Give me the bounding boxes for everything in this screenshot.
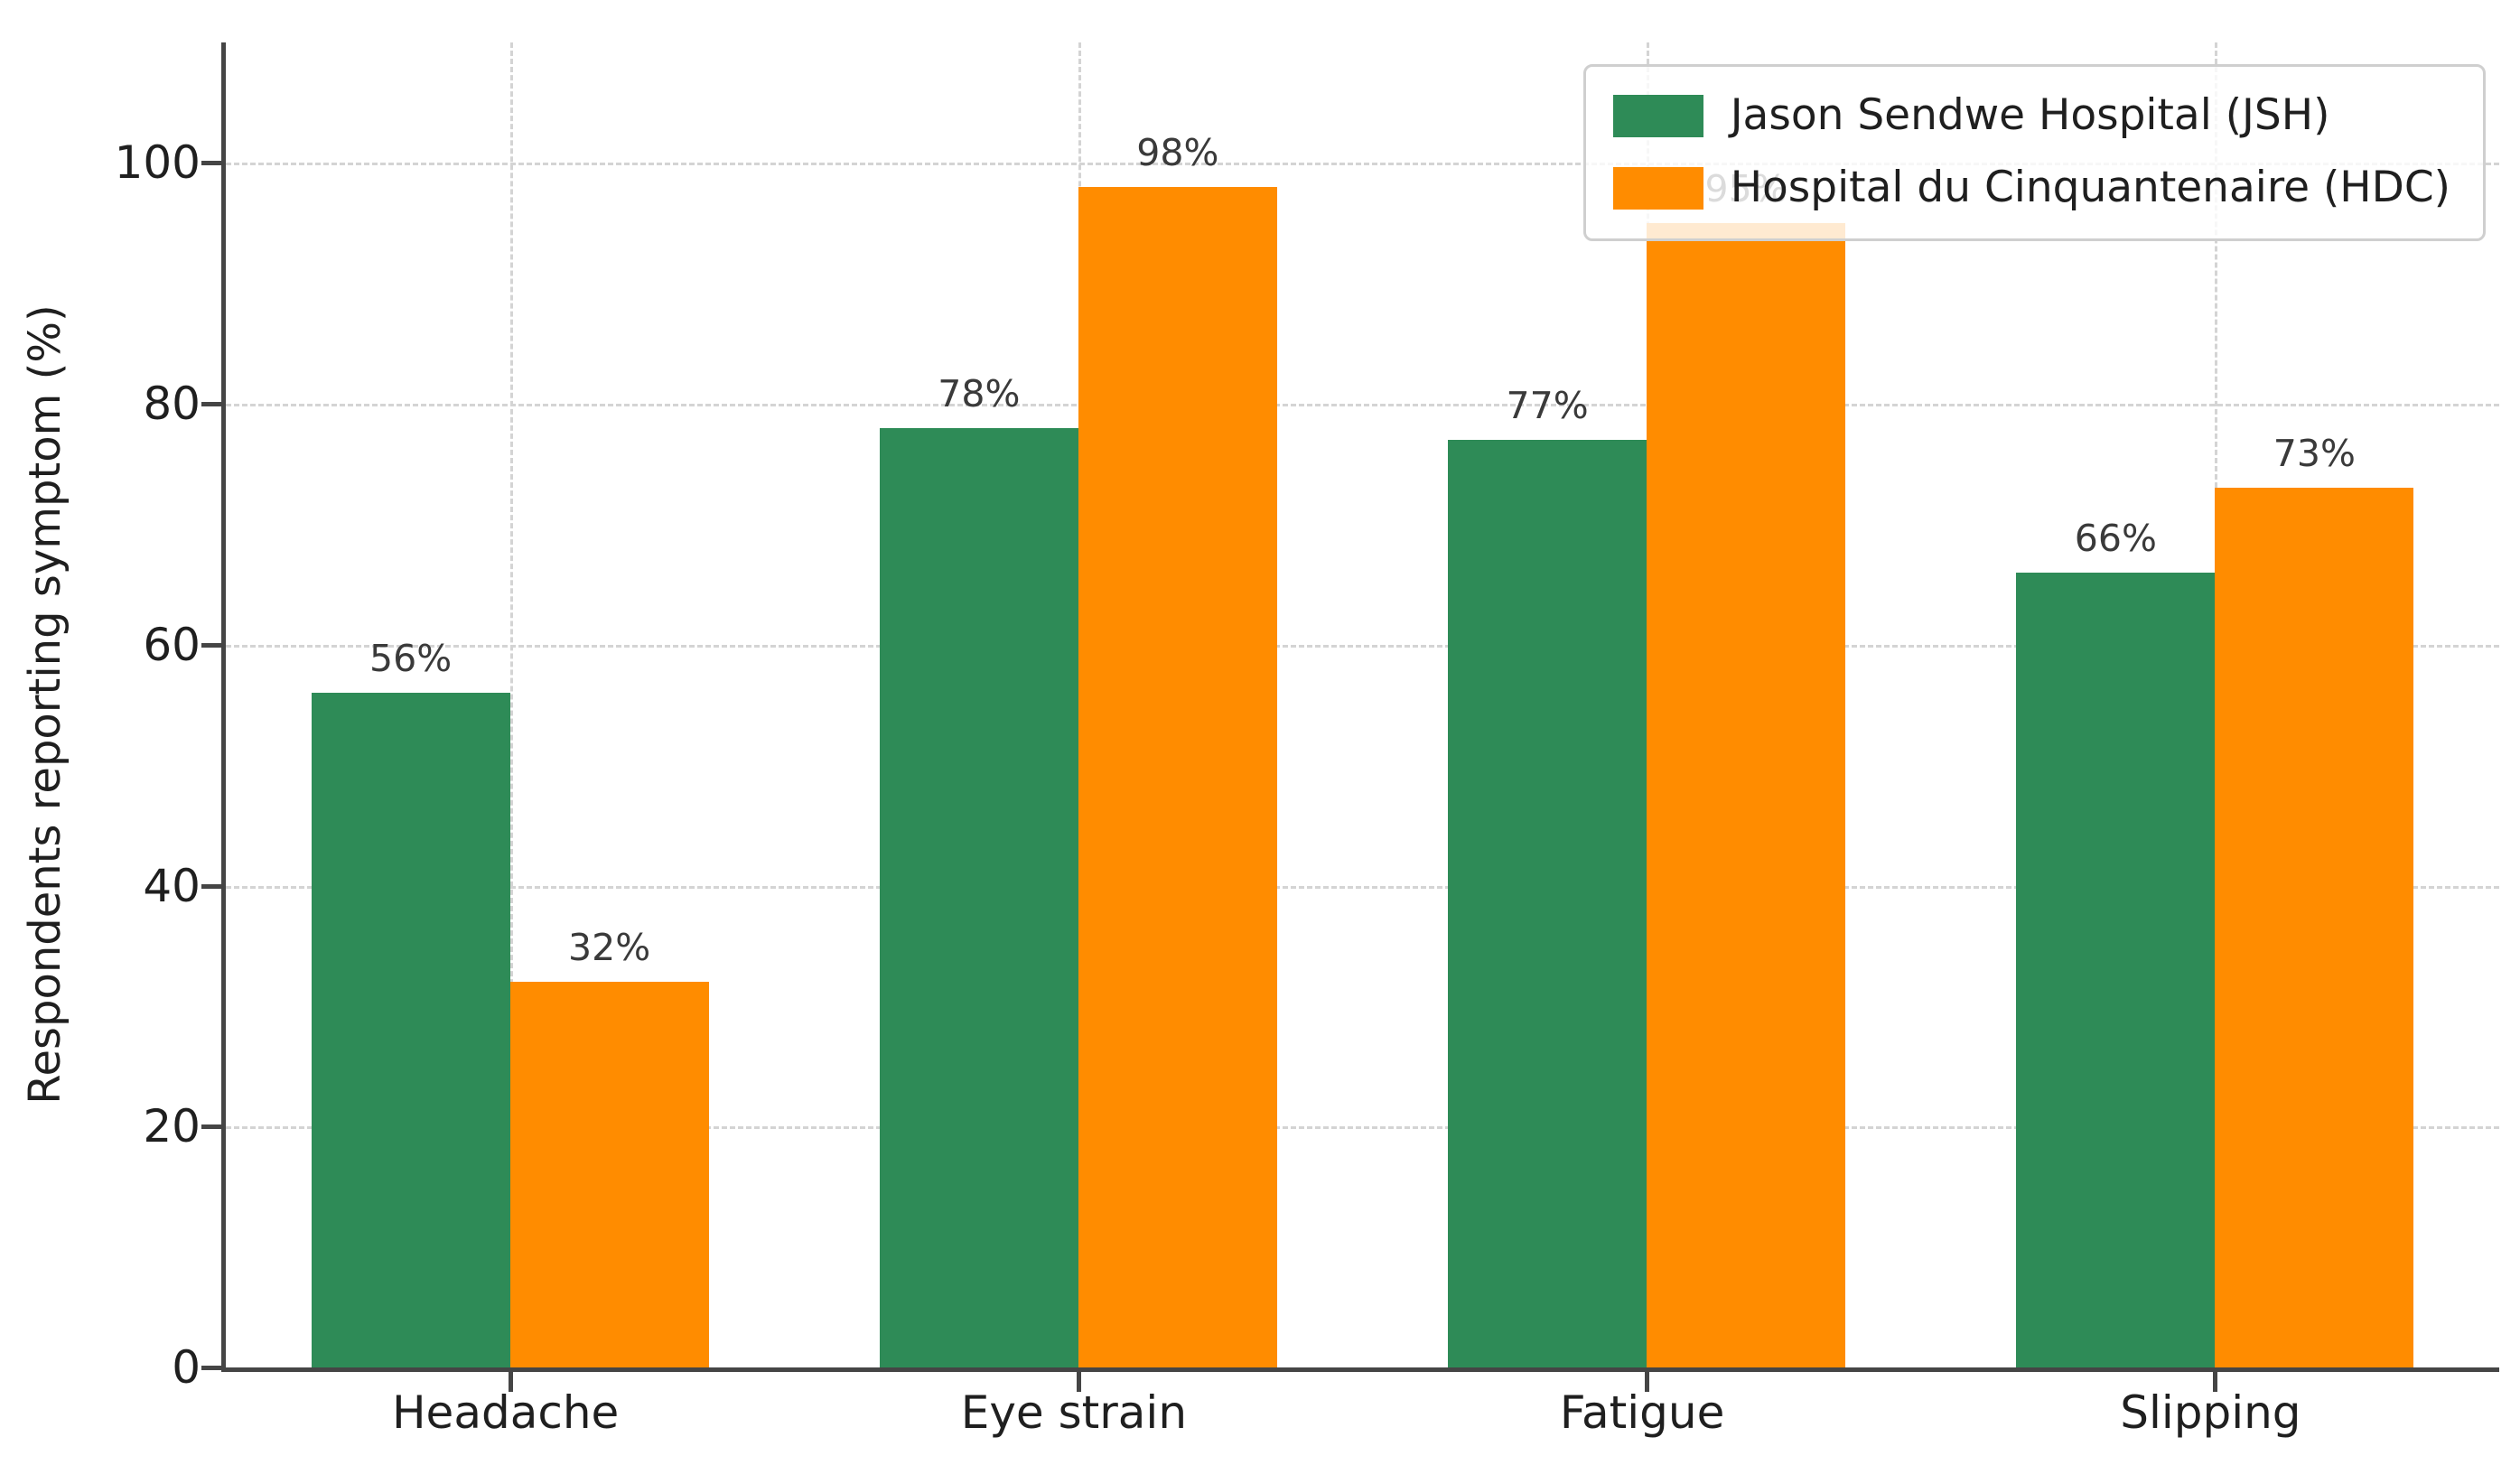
gridline-horizontal-20: [226, 1126, 2499, 1130]
y-tick-label-20: 20: [143, 1100, 201, 1153]
x-tick-mark-0: [508, 1372, 513, 1392]
legend-swatch-hdc: [1612, 166, 1703, 210]
y-tick-mark-40: [201, 883, 221, 889]
bar-fatigue-hdc: [1647, 223, 1846, 1367]
bar-eye-strain-jsh: [879, 427, 1078, 1367]
bar-headache-hdc: [509, 982, 709, 1367]
legend: Jason Sendwe Hospital (JSH) Hospital du C…: [1582, 64, 2486, 241]
x-tick-mark-1: [1076, 1372, 1081, 1392]
y-tick-mark-20: [201, 1124, 221, 1130]
bar-slipping-hdc: [2215, 488, 2414, 1367]
bar-headache-jsh: [311, 693, 510, 1367]
gridline-horizontal-60: [226, 644, 2499, 648]
bar-value-label-slipping-jsh: 66%: [2074, 516, 2157, 560]
bar-value-label-headache-hdc: 32%: [568, 926, 651, 970]
plot-area: Jason Sendwe Hospital (JSH) Hospital du C…: [201, 42, 2499, 1392]
y-tick-mark-60: [201, 642, 221, 648]
x-tick-label-slipping: Slipping: [2120, 1386, 2301, 1439]
x-tick-mark-2: [1645, 1372, 1650, 1392]
gridline-vertical-0: [509, 42, 513, 1367]
y-tick-label-100: 100: [114, 136, 201, 190]
bar-eye-strain-hdc: [1078, 187, 1277, 1367]
bar-value-label-slipping-hdc: 73%: [2273, 432, 2356, 476]
y-tick-label-40: 40: [143, 859, 201, 912]
gridline-horizontal-40: [226, 885, 2499, 889]
y-tick-label-0: 0: [172, 1341, 201, 1394]
gridline-horizontal-100: [226, 163, 2499, 166]
gridline-horizontal-80: [226, 404, 2499, 407]
legend-swatch-jsh: [1612, 94, 1703, 137]
bar-value-label-eye-strain-hdc: 98%: [1136, 131, 1219, 175]
x-tick-mark-3: [2213, 1372, 2218, 1392]
bar-value-label-eye-strain-jsh: 78%: [938, 371, 1021, 415]
legend-item-hdc: Hospital du Cinquantenaire (HDC): [1612, 163, 2450, 213]
y-tick-label-80: 80: [143, 378, 201, 431]
x-tick-label-headache: Headache: [391, 1386, 620, 1439]
x-tick-label-eye-strain: Eye strain: [960, 1386, 1188, 1439]
y-tick-mark-80: [201, 402, 221, 407]
y-tick-mark-0: [201, 1366, 221, 1370]
y-tick-label-60: 60: [143, 618, 201, 671]
bar-slipping-jsh: [2016, 572, 2216, 1367]
x-tick-label-fatigue: Fatigue: [1559, 1386, 1725, 1439]
bar-value-label-fatigue-jsh: 77%: [1506, 384, 1589, 428]
bar-value-label-headache-jsh: 56%: [369, 637, 453, 681]
y-tick-mark-100: [201, 161, 221, 166]
legend-item-jsh: Jason Sendwe Hospital (JSH): [1612, 90, 2450, 141]
legend-label-jsh: Jason Sendwe Hospital (JSH): [1730, 90, 2330, 140]
bar-fatigue-jsh: [1448, 440, 1647, 1367]
legend-label-hdc: Hospital du Cinquantenaire (HDC): [1730, 163, 2450, 212]
